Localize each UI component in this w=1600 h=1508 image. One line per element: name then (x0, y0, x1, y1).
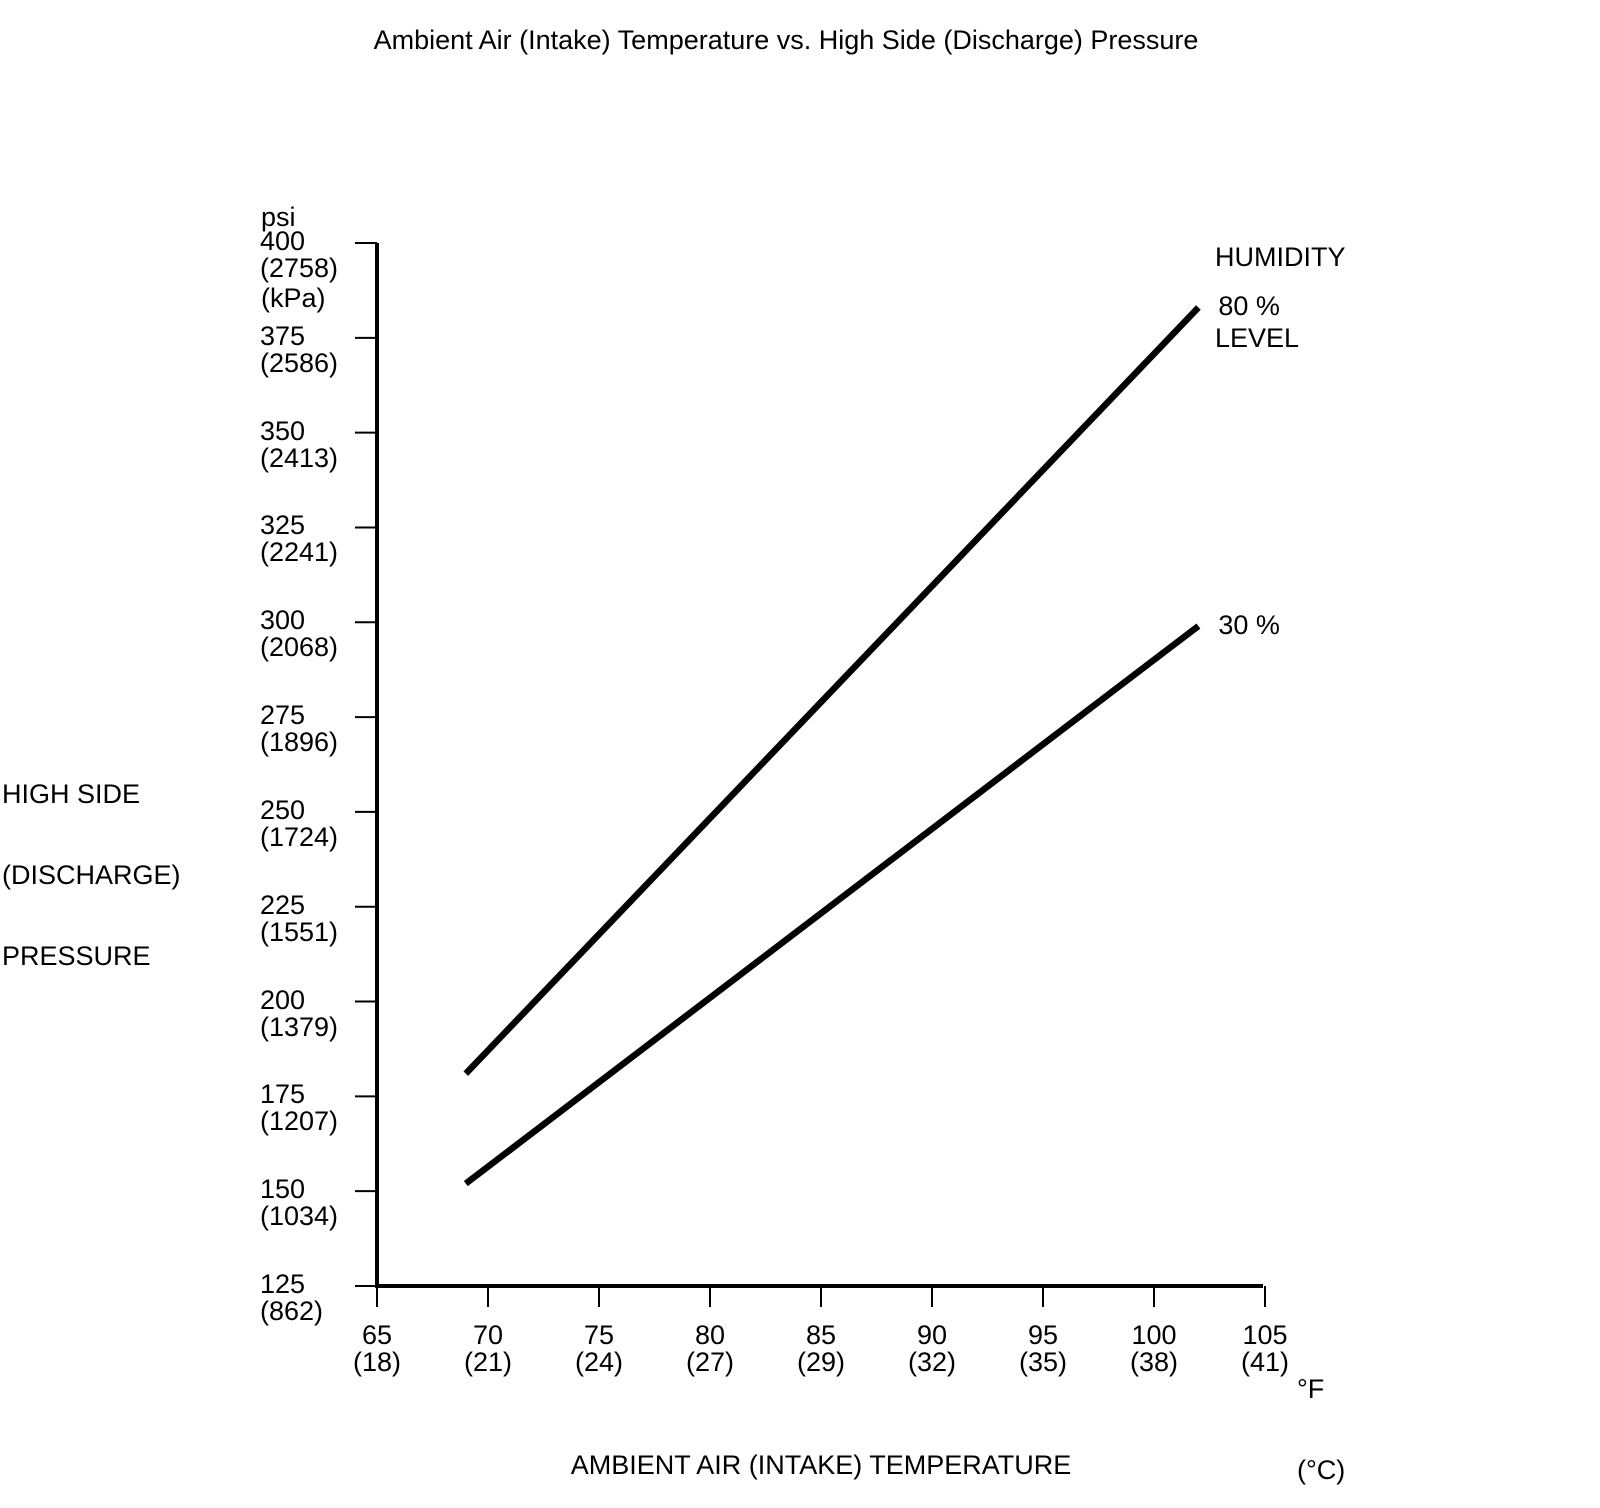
y-unit-kpa: (kPa) (261, 283, 326, 313)
x-unit-f: °F (1297, 1374, 1325, 1404)
y-tick-label: 200 (1379) (260, 984, 339, 1042)
y-tick-label: 300 (2068) (260, 605, 339, 663)
y-tick-label: 400 (2758) (260, 226, 339, 283)
x-tick-label: 105 (41) (1240, 1320, 1290, 1377)
x-axis-title: AMBIENT AIR (INTAKE) TEMPERATURE (570, 1450, 1072, 1480)
y-tick-label: 125 (862) (260, 1269, 324, 1326)
y-unit-psi: psi (261, 202, 296, 232)
series-label: 30 % (1218, 610, 1280, 641)
y-tick-label: 175 (1207) (260, 1079, 339, 1137)
x-tick-label: 75 (24) (574, 1320, 624, 1377)
y-tick-label: 250 (1724) (260, 794, 339, 852)
x-tick-label: 65 (18) (352, 1320, 402, 1377)
y-tick-label: 225 (1551) (260, 889, 339, 947)
y-tick-label: 350 (2413) (260, 415, 339, 473)
x-axis-unit-label: °F (°C) (1297, 1322, 1345, 1508)
y-tick-label: 325 (2241) (260, 510, 339, 568)
y-tick-label: 275 (1896) (260, 700, 339, 758)
x-tick-label: 85 (29) (796, 1320, 846, 1377)
legend-title: HUMIDITY LEVEL (1215, 242, 1346, 353)
y-tick-label: 375 (2586) (260, 320, 339, 378)
x-tick-label: 80 (27) (685, 1320, 735, 1377)
x-tick-label: 70 (21) (463, 1320, 513, 1377)
y-axis-title: HIGH SIDE (DISCHARGE) PRESSURE (2, 779, 181, 971)
x-unit-c: (°C) (1297, 1455, 1346, 1485)
y-axis-unit-label: psi (kPa) (261, 150, 326, 366)
chart-title: Ambient Air (Intake) Temperature vs. Hig… (373, 25, 1199, 55)
y-tick-label: 150 (1034) (260, 1174, 339, 1232)
x-tick-label: 95 (35) (1018, 1320, 1068, 1377)
x-tick-label: 100 (38) (1129, 1320, 1179, 1377)
x-tick-label: 90 (32) (907, 1320, 957, 1377)
series-label: 80 % (1218, 291, 1280, 322)
